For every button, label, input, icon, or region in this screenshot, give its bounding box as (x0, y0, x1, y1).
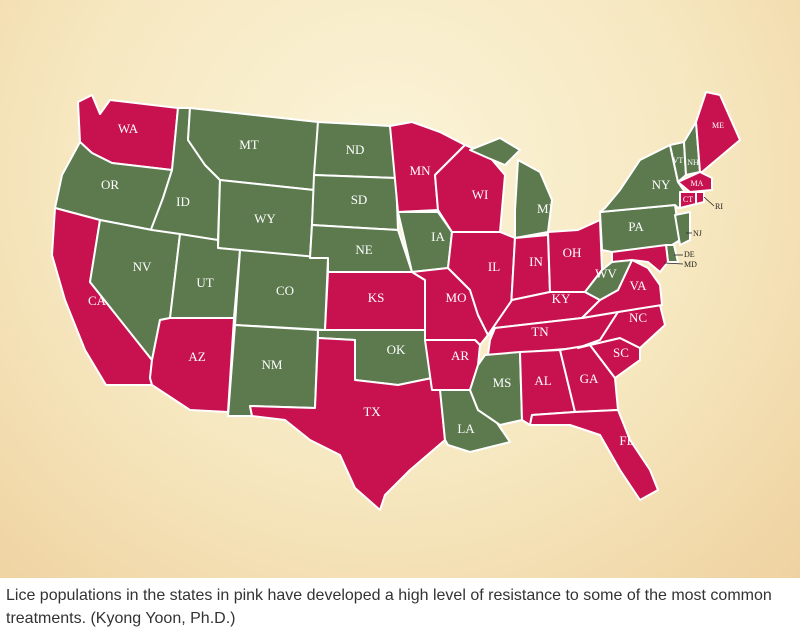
state-label-ms: MS (493, 375, 512, 390)
state-label-md: MD (684, 260, 697, 269)
state-label-id: ID (176, 194, 190, 209)
state-label-az: AZ (188, 349, 205, 364)
state-label-la: LA (457, 421, 475, 436)
state-label-ca: CA (88, 293, 107, 308)
figure-caption: Lice populations in the states in pink h… (6, 587, 772, 627)
state-label-mi: MI (537, 201, 553, 216)
callout-line-ri (703, 196, 715, 207)
state-label-sd: SD (351, 192, 368, 207)
state-label-co: CO (276, 283, 294, 298)
state-label-il: IL (488, 259, 500, 274)
state-md (611, 244, 669, 273)
state-label-nd: ND (346, 142, 365, 157)
state-label-al: AL (534, 373, 551, 388)
state-label-me: ME (712, 121, 724, 130)
state-label-vt: VT (673, 156, 684, 165)
state-label-oh: OH (563, 245, 582, 260)
state-label-mn: MN (410, 163, 432, 178)
callout-line-md (663, 262, 684, 265)
state-label-nv: NV (133, 259, 152, 274)
state-ma (677, 171, 713, 193)
state-label-tn: TN (531, 324, 549, 339)
state-label-ne: NE (355, 242, 372, 257)
state-label-ri: RI (715, 202, 723, 211)
state-label-sc: SC (613, 345, 629, 360)
state-label-wa: WA (118, 121, 139, 136)
state-label-ma: MA (691, 179, 704, 188)
state-label-nh: NH (687, 158, 699, 167)
state-ri (695, 191, 705, 205)
state-label-tx: TX (363, 404, 381, 419)
us-states-map: WA OR CA ID NV MT WY UT AZ CO NM ND SD N… (51, 91, 741, 511)
state-label-in: IN (529, 254, 543, 269)
state-label-ok: OK (387, 342, 406, 357)
state-label-mt: MT (239, 137, 259, 152)
state-label-nm: NM (262, 357, 283, 372)
map-figure: WA OR CA ID NV MT WY UT AZ CO NM ND SD N… (0, 0, 800, 578)
state-label-or: OR (101, 177, 119, 192)
state-az (149, 317, 235, 413)
state-label-ct: CT (683, 195, 693, 204)
state-label-ut: UT (196, 275, 213, 290)
state-label-wi: WI (472, 187, 489, 202)
state-label-va: VA (629, 278, 647, 293)
state-label-ny: NY (652, 177, 671, 192)
state-label-de: DE (684, 250, 695, 259)
state-label-fl: FL (619, 433, 634, 448)
state-tx (249, 337, 446, 511)
state-wi (434, 144, 506, 233)
state-label-ky: KY (552, 291, 571, 306)
state-me (695, 91, 741, 173)
state-label-ga: GA (580, 371, 599, 386)
state-nc (577, 304, 666, 349)
state-label-pa: PA (628, 219, 644, 234)
state-label-wy: WY (254, 211, 276, 226)
state-fl (529, 409, 659, 501)
state-label-ia: IA (431, 229, 445, 244)
state-label-ar: AR (451, 348, 469, 363)
state-nj (674, 211, 691, 246)
state-label-wv: WV (595, 266, 617, 281)
state-label-mo: MO (446, 290, 467, 305)
state-label-nc: NC (629, 310, 647, 325)
state-label-ks: KS (368, 290, 385, 305)
state-label-nj: NJ (693, 229, 702, 238)
